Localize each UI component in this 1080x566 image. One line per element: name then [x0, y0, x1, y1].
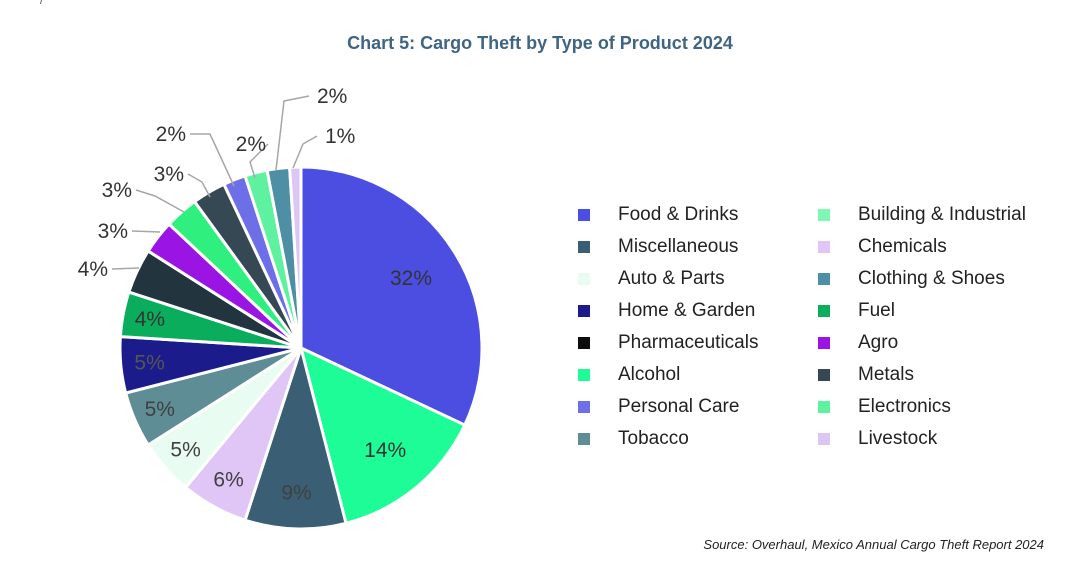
slice-label-home-garden: 5%: [134, 351, 164, 374]
slice-label-agro: 3%: [98, 220, 128, 243]
slice-label-pharmaceuticals: 4%: [78, 258, 108, 281]
slice-label-fuel: 4%: [135, 308, 165, 331]
legend-swatch-pharmaceuticals: [578, 337, 590, 349]
legend-label-building-industrial: Building & Industrial: [858, 204, 1026, 225]
pie-slice-miscellaneous: [243, 342, 348, 531]
leader-line-metals: [187, 173, 211, 198]
legend-item-livestock: Livestock: [818, 425, 1026, 457]
slice-label-electronics: 3%: [102, 179, 132, 202]
legend-label-fuel: Fuel: [858, 300, 895, 321]
legend-label-livestock: Livestock: [858, 428, 938, 449]
legend-swatch-chemicals: [818, 241, 830, 253]
leader-line-personal-care: [190, 133, 235, 187]
slice-label-personal-care: 2%: [156, 123, 186, 146]
legend-swatch-agro: [818, 337, 830, 349]
leader-line-agro: [131, 230, 161, 233]
legend-swatch-metals: [818, 369, 830, 381]
slice-label-chemicals: 6%: [213, 469, 243, 492]
legend-label-home-garden: Home & Garden: [618, 300, 756, 321]
slice-label-auto-parts: 5%: [170, 439, 200, 462]
pie-slice-alcohol: [298, 345, 467, 526]
legend-item-building-industrial: Building & Industrial: [818, 201, 1026, 233]
leader-line-pharmaceuticals: [111, 267, 140, 270]
slice-label-building-industrial: 2%: [236, 133, 266, 156]
legend-label-agro: Agro: [858, 332, 899, 353]
legend-swatch-auto-parts: [578, 273, 590, 285]
legend-label-alcohol: Alcohol: [618, 364, 681, 385]
legend-swatch-tobacco: [578, 433, 590, 445]
legend-item-fuel: Fuel: [818, 297, 1026, 329]
legend-left-column: Food & Drinks Miscellaneous Auto & Parts Ho…: [578, 201, 758, 457]
legend-item-tobacco: Tobacco: [578, 425, 758, 457]
legend-swatch-clothing-shoes: [818, 273, 830, 285]
legend-label-miscellaneous: Miscellaneous: [618, 236, 739, 257]
legend-item-clothing-shoes: Clothing & Shoes: [818, 265, 1026, 297]
legend-item-metals: Metals: [818, 361, 1026, 393]
legend-item-agro: Agro: [818, 329, 1026, 361]
legend-item-auto-parts: Auto & Parts: [578, 265, 758, 297]
pie-slice-food-drinks: [299, 165, 484, 428]
legend-swatch-personal-care: [578, 401, 590, 413]
slice-labels: 32% 14% 9% 6% 5% 5% 5% 4% 4% 3% 3% 3% 2% 2% 2% 1%: [78, 85, 432, 505]
legend-swatch-miscellaneous: [578, 241, 590, 253]
slice-label-food-drinks: 32%: [390, 267, 432, 290]
legend-label-clothing-shoes: Clothing & Shoes: [858, 268, 1005, 289]
legend-right-column: Building & Industrial Chemicals Clothing &…: [818, 201, 1026, 457]
legend-label-personal-care: Personal Care: [618, 396, 740, 417]
leader-line-building-industrial: [249, 143, 269, 179]
slice-label-alcohol: 14%: [364, 439, 406, 462]
slice-label-tobacco: 5%: [145, 398, 175, 421]
legend-label-metals: Metals: [858, 364, 914, 385]
slice-label-miscellaneous: 9%: [281, 482, 311, 505]
legend-label-tobacco: Tobacco: [618, 428, 689, 449]
slice-label-clothing-shoes: 2%: [317, 85, 347, 108]
legend-label-pharmaceuticals: Pharmaceuticals: [618, 332, 759, 353]
legend-item-pharmaceuticals: Pharmaceuticals: [578, 329, 758, 361]
legend-item-chemicals: Chemicals: [818, 233, 1026, 265]
legend-item-personal-care: Personal Care: [578, 393, 758, 425]
legend-swatch-home-garden: [578, 305, 590, 317]
source-note: Source: Overhaul, Mexico Annual Cargo Th…: [703, 537, 1044, 552]
legend-swatch-electronics: [818, 401, 830, 413]
legend-label-electronics: Electronics: [858, 396, 951, 417]
legend-label-chemicals: Chemicals: [858, 236, 947, 257]
leader-line-clothing-shoes: [275, 95, 310, 171]
slice-label-livestock: 1%: [325, 125, 355, 148]
leader-line-electronics: [135, 189, 185, 213]
legend-label-auto-parts: Auto & Parts: [618, 268, 725, 289]
legend-item-food-drinks: Food & Drinks: [578, 201, 758, 233]
pie-slices: [118, 165, 484, 531]
legend-item-miscellaneous: Miscellaneous: [578, 233, 758, 265]
legend-swatch-alcohol: [578, 369, 590, 381]
legend-swatch-fuel: [818, 305, 830, 317]
pie-slice-livestock: [288, 165, 303, 349]
legend-swatch-food-drinks: [578, 209, 590, 221]
legend-item-electronics: Electronics: [818, 393, 1026, 425]
legend-swatch-building-industrial: [818, 209, 830, 221]
slice-label-metals: 3%: [154, 163, 184, 186]
legend-item-alcohol: Alcohol: [578, 361, 758, 393]
corner-mark: /: [40, 0, 43, 7]
legend-label-food-drinks: Food & Drinks: [618, 204, 739, 225]
leader-lines: [111, 95, 318, 270]
legend-item-home-garden: Home & Garden: [578, 297, 758, 329]
chart-title: Chart 5: Cargo Theft by Type of Product …: [347, 33, 733, 53]
legend-swatch-livestock: [818, 433, 830, 445]
leader-line-livestock: [292, 135, 318, 169]
